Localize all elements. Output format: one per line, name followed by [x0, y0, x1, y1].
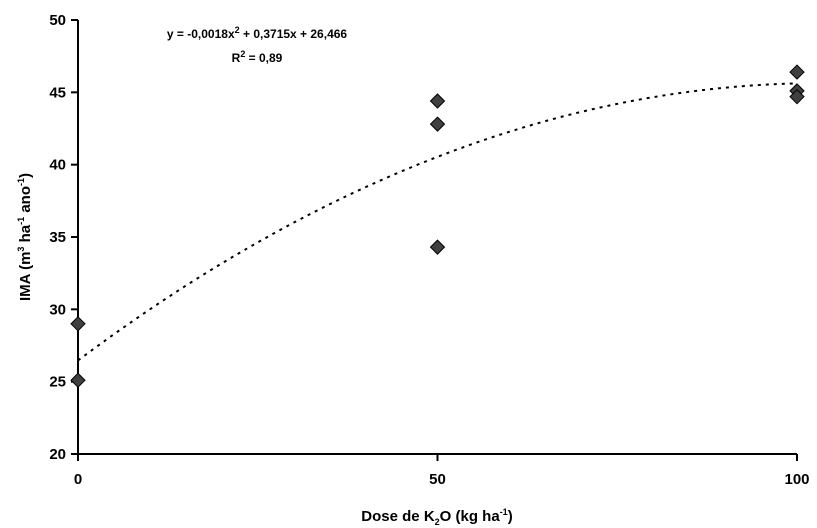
- y-axis-ticks: 20 25 30 35 40 45 50: [49, 12, 78, 463]
- trendline-equation: y = -0,0018x2 + 0,3715x + 26,466: [167, 25, 348, 41]
- x-tick-label: 0: [74, 471, 82, 488]
- data-point: [789, 64, 805, 80]
- y-tick-label: 40: [49, 157, 66, 174]
- x-axis-ticks: 0 50 100: [74, 454, 810, 488]
- y-tick-label: 30: [49, 301, 66, 318]
- data-point: [429, 93, 446, 109]
- trendline: [77, 82, 798, 362]
- y-tick-label: 25: [49, 374, 66, 391]
- y-tick-label: 45: [49, 84, 66, 101]
- data-point: [70, 372, 86, 388]
- y-tick-label: 50: [49, 12, 66, 29]
- data-point: [429, 239, 446, 255]
- data-point: [789, 88, 805, 105]
- x-tick-label: 50: [429, 471, 446, 488]
- data-points: [70, 64, 805, 388]
- x-tick-label: 100: [784, 471, 809, 488]
- y-tick-label: 35: [49, 229, 66, 246]
- plot-area: 20 25 30 35 40 45 50 0 50 100: [49, 12, 809, 488]
- y-axis-title: IMA (m3 ha-1 ano-1): [16, 173, 34, 301]
- data-point: [70, 316, 86, 332]
- y-tick-label: 20: [49, 446, 66, 463]
- x-axis-title: Dose de K2O (kg ha-1): [361, 507, 512, 527]
- data-point: [429, 116, 446, 132]
- trendline-r-squared: R2 = 0,89: [232, 49, 283, 65]
